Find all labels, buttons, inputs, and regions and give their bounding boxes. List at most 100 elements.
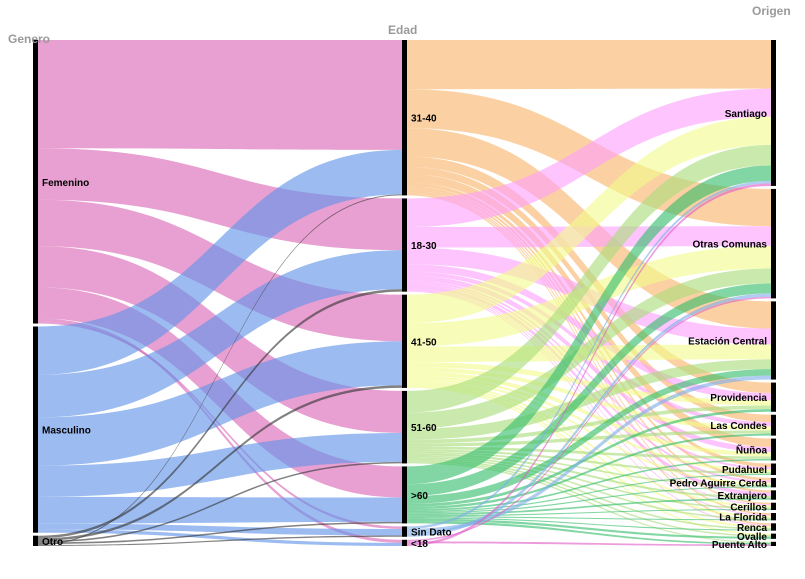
node-bar-pudahuel [771, 463, 776, 475]
flow-51-60-to-ovalle [407, 460, 771, 537]
node-bar-41-50 [402, 294, 407, 388]
flow-sin-dato-to-otras-comunas [407, 293, 771, 537]
flow-masculino-to-gt60 [38, 496, 402, 524]
flow-otro-to-18-30 [38, 289, 402, 539]
flow-masculino-to-sin-dato [38, 523, 402, 536]
flow-gt60-to-ovalle [407, 518, 771, 539]
node-label-otras-comunas: Otras Comunas [693, 240, 768, 251]
node-label-51-60: 51-60 [411, 423, 437, 434]
flow-51-60-to-estacion-central [407, 359, 771, 440]
node-label-puente-alto: Puente Alto [712, 540, 767, 551]
node-label-femenino: Femenino [42, 178, 89, 189]
node-bar-otras-comunas [771, 188, 776, 299]
node-bar-providencia [771, 382, 776, 412]
node-label-las-condes: Las Condes [710, 421, 767, 432]
node-label-gt60: >60 [411, 491, 428, 502]
flow-51-60-to-pedro-aguirre-cerda [407, 451, 771, 487]
node-label-estacion-central: Estación Central [688, 336, 767, 347]
flow-31-40-to-santiago [407, 40, 771, 90]
node-label-extranjero: Extranjero [718, 491, 767, 502]
flow-41-50-to-pedro-aguirre-cerda [407, 378, 771, 485]
flow-sin-dato-to-estacion-central [407, 375, 771, 534]
flow-otro-to-41-50 [38, 385, 402, 541]
flow-51-60-to-pudahuel [407, 449, 771, 474]
node-label-cerillos: Cerillos [730, 502, 767, 513]
node-label-providencia: Providencia [710, 393, 767, 404]
flow-41-50-to-providencia [407, 362, 771, 406]
node-bar-estacion-central [771, 301, 776, 380]
flow-gt60-to-extranjero [407, 498, 771, 516]
node-label-sin-dato: Sin Dato [411, 528, 452, 539]
flow-gt60-to-nunoa [407, 458, 771, 511]
flow-gt60-to-puente-alto [407, 521, 771, 545]
node-bar-santiago [771, 40, 776, 186]
flow-otro-to-31-40 [38, 194, 402, 545]
node-bar-gt60 [402, 466, 407, 524]
flow-18-30-to-renca [407, 290, 771, 526]
node-bar-sin-dato [402, 526, 407, 537]
flow-gt60-to-estacion-central [407, 369, 771, 504]
flow-18-30-to-santiago [407, 88, 771, 227]
node-label-ovalle: Ovalle [737, 532, 767, 543]
flow-51-60-to-santiago [407, 144, 771, 413]
flow-gt60-to-la-florida [407, 516, 771, 521]
node-bar-extranjero [771, 490, 776, 500]
flow-51-60-to-renca [407, 458, 771, 530]
flow-lt18-to-otras-comunas [407, 296, 771, 542]
node-label-masculino: Masculino [42, 426, 91, 437]
flow-masculino-to-31-40 [38, 149, 402, 375]
node-label-santiago: Santiago [725, 109, 767, 120]
flow-41-50-to-otras-comunas [407, 246, 771, 347]
flow-18-30-to-pudahuel [407, 280, 771, 470]
node-label-otro: Otro [42, 537, 63, 548]
dimension-title-edad: Edad [388, 23, 417, 37]
flow-51-60-to-otras-comunas [407, 268, 771, 429]
flow-51-60-to-extranjero [407, 453, 771, 499]
dimension-title-genero: Genero [8, 32, 50, 46]
node-bar-puente-alto [771, 541, 776, 546]
node-label-41-50: 41-50 [411, 337, 437, 348]
flow-masculino-to-41-50 [38, 341, 402, 466]
node-bar-51-60 [402, 390, 407, 464]
flow-masculino-to-51-60 [38, 432, 402, 497]
flow-41-50-to-santiago [407, 116, 771, 324]
flow-51-60-to-providencia [407, 405, 771, 444]
node-bar-lt18 [402, 539, 407, 546]
flow-femenino-to-31-40 [38, 40, 402, 150]
node-bars [33, 40, 776, 546]
node-bar-cerillos [771, 502, 776, 511]
flow-31-40-to-nunoa [407, 174, 771, 447]
node-bar-31-40 [402, 40, 407, 196]
node-labels: Femenino Masculino Otro 31-40 18-30 41-50 51-6… [42, 109, 767, 551]
flow-femenino-to-18-30 [38, 148, 402, 251]
flow-lt18-to-puente-alto [407, 541, 771, 546]
node-label-renca: Renca [737, 523, 767, 534]
flow-femenino-to-lt18 [38, 318, 402, 543]
flow-lt18-to-santiago [407, 183, 771, 546]
node-bar-otro [33, 535, 38, 546]
flow-gt60-to-pedro-aguirre-cerda [407, 486, 771, 514]
flow-sin-dato-to-santiago [407, 180, 771, 530]
flow-gt60-to-las-condes [407, 433, 771, 510]
node-label-pudahuel: Pudahuel [722, 465, 767, 476]
flow-gt60-to-renca [407, 517, 771, 531]
flow-masculino-to-18-30 [38, 250, 402, 418]
node-bar-masculino [33, 326, 38, 533]
node-label-pedro-aguirre-cerda: Pedro Aguirre Cerda [670, 479, 768, 490]
node-label-lt18: <18 [411, 539, 428, 550]
node-label-nunoa: Ñuñoa [736, 444, 768, 457]
flow-gt60-to-pudahuel [407, 473, 771, 513]
flows-edad-origen [407, 40, 771, 546]
node-bar-femenino [33, 40, 38, 324]
flows-genero-edad [38, 40, 402, 546]
flow-gt60-to-providencia [407, 409, 771, 507]
flow-41-50-to-cerillos [407, 380, 771, 508]
node-bar-pedro-aguirre-cerda [771, 477, 776, 488]
node-label-31-40: 31-40 [411, 114, 437, 125]
flow-41-50-to-la-florida [407, 382, 771, 518]
node-bar-las-condes [771, 414, 776, 436]
node-label-la-florida: La Florida [719, 513, 767, 524]
dimension-title-origen: Origen [752, 4, 791, 18]
node-label-18-30: 18-30 [411, 241, 437, 252]
